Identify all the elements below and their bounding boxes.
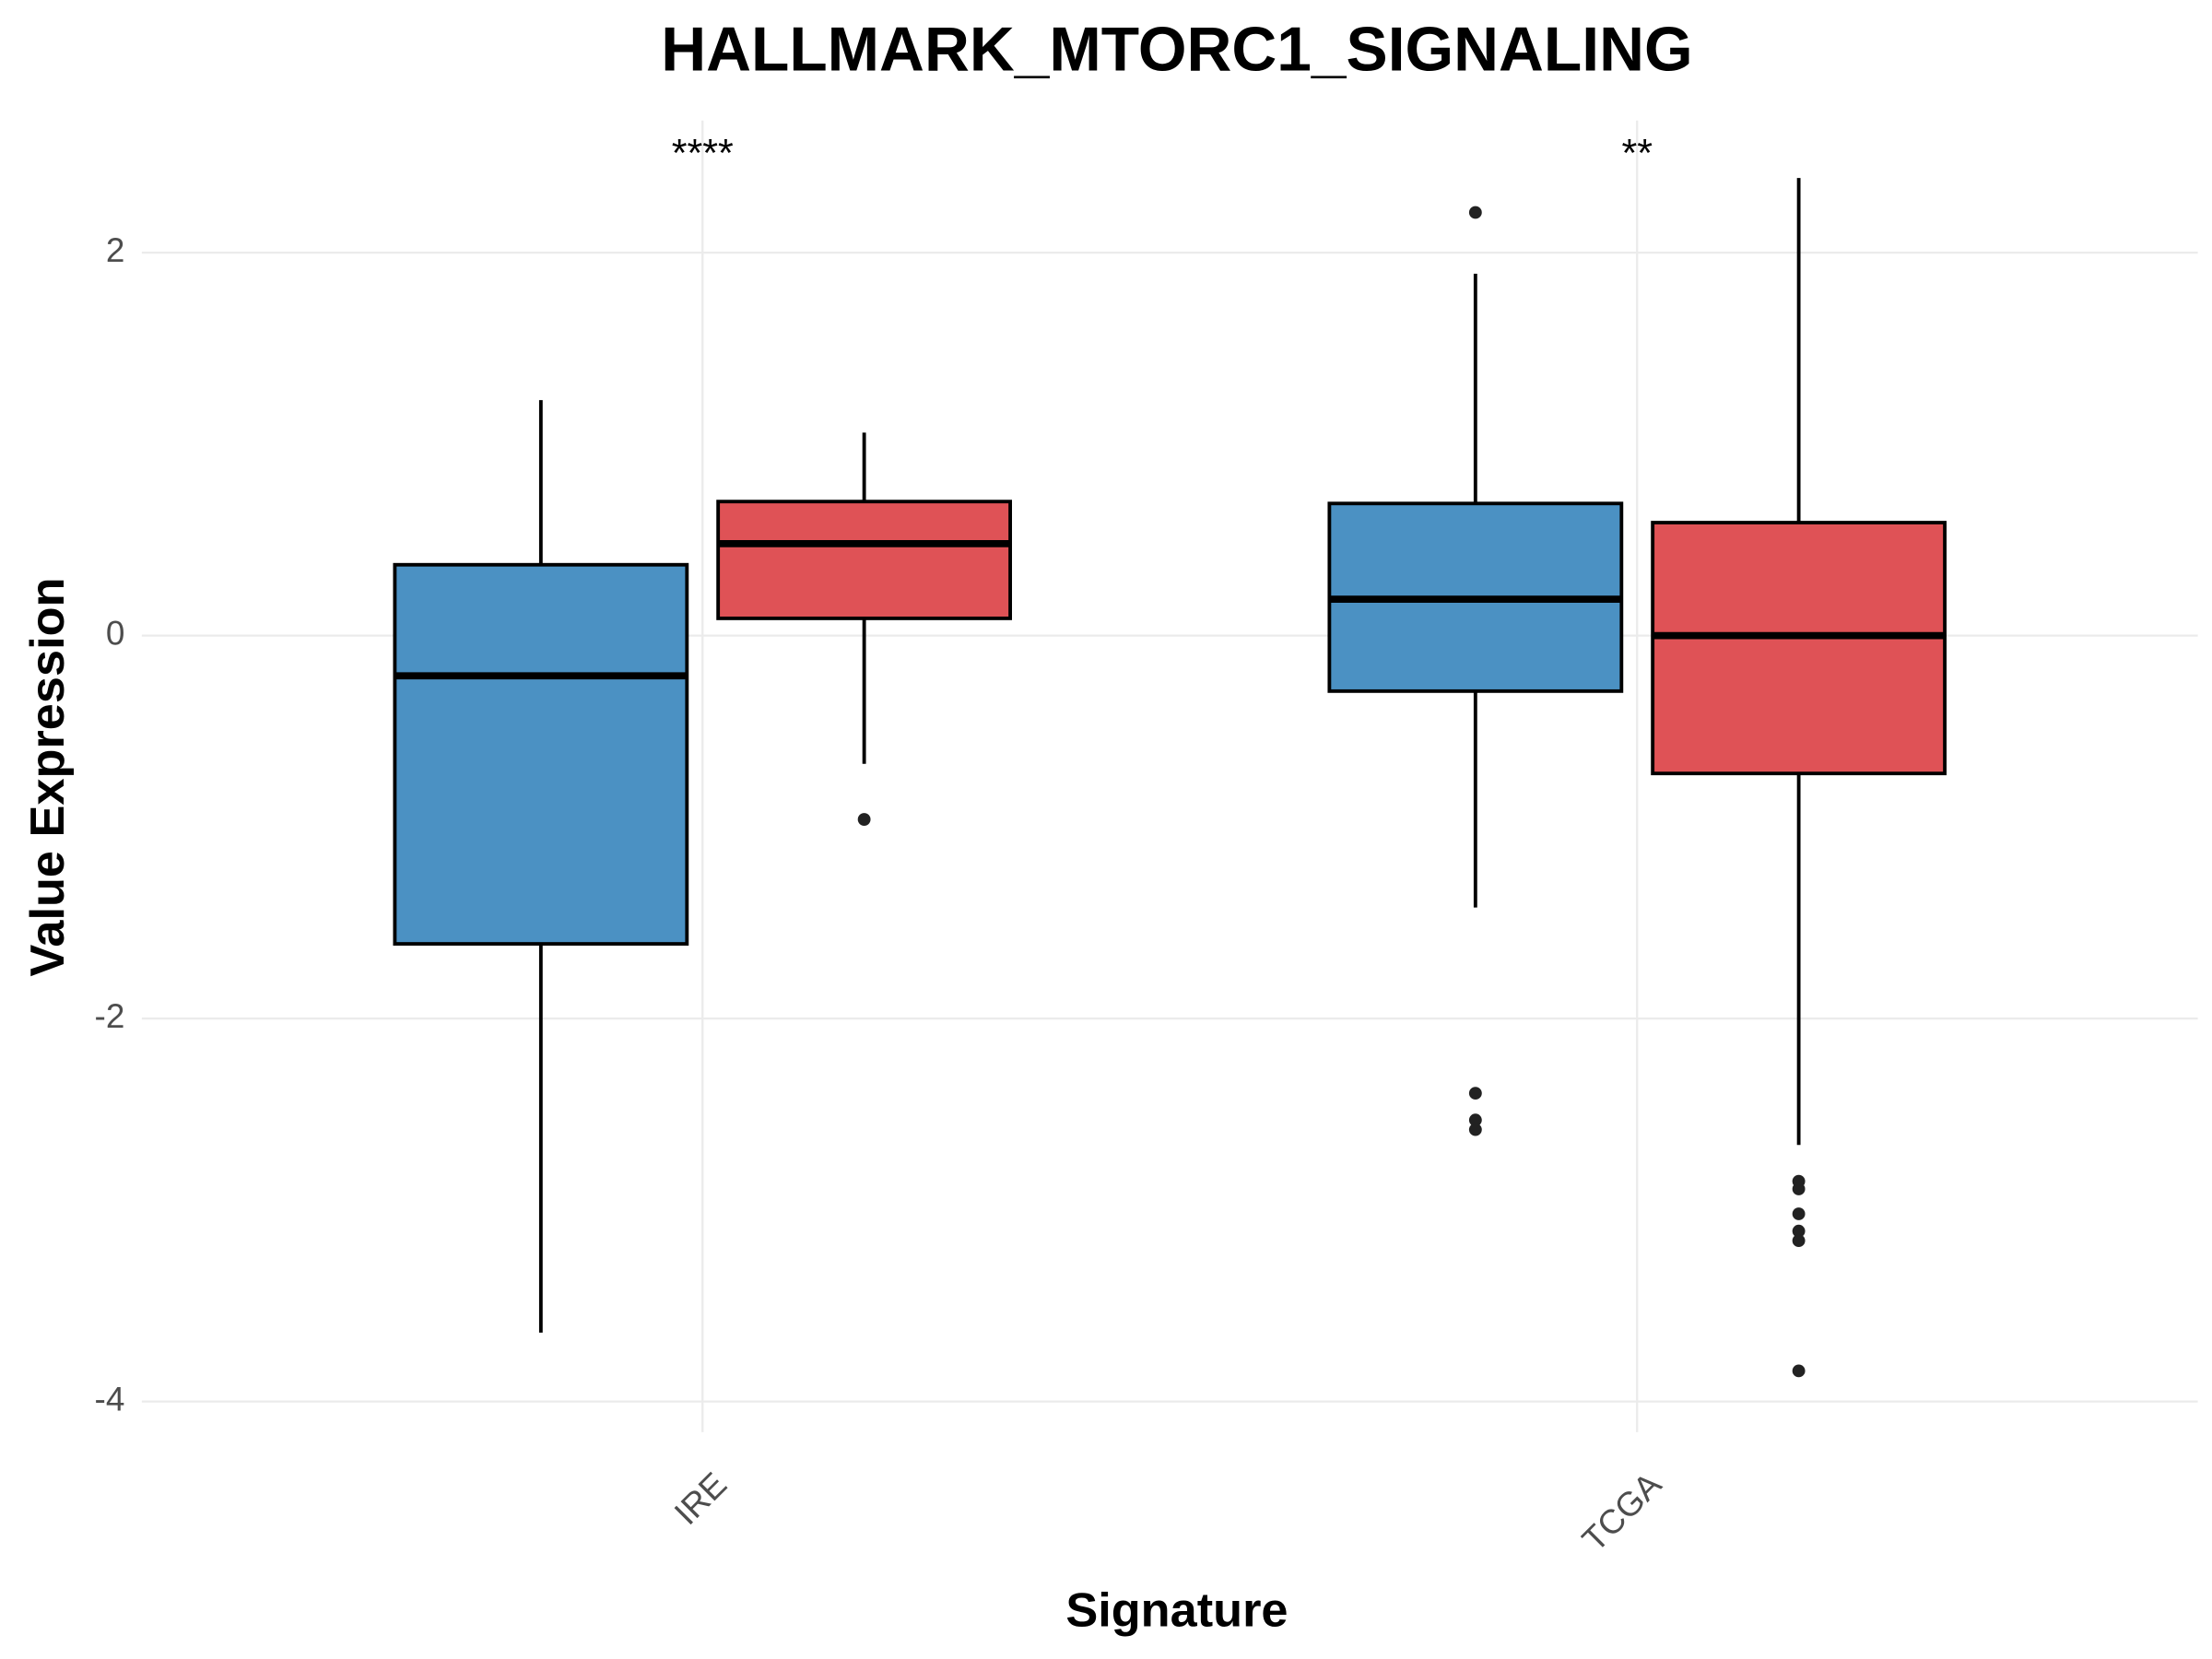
y-tick-label: 0 bbox=[106, 614, 125, 652]
y-tick-label: -2 bbox=[95, 997, 125, 1035]
plot-area: -4 -2 0 2 IRE **** TCGA ** bbox=[95, 120, 2198, 1559]
outlier bbox=[1792, 1182, 1806, 1195]
outlier bbox=[1792, 1364, 1806, 1378]
outlier bbox=[1792, 1234, 1806, 1248]
outlier bbox=[1468, 1087, 1482, 1100]
outlier bbox=[1468, 1113, 1482, 1127]
significance-label: ** bbox=[1621, 132, 1653, 176]
chart-title: HALLMARK_MTORC1_SIGNALING bbox=[661, 15, 1692, 84]
y-tick-label: -4 bbox=[95, 1380, 125, 1418]
box bbox=[716, 500, 1013, 620]
significance-label: **** bbox=[672, 132, 734, 176]
x-tick-label: TCGA bbox=[1575, 1465, 1669, 1559]
y-axis-label: Value Expression bbox=[21, 578, 75, 977]
outlier bbox=[1792, 1207, 1806, 1220]
outlier bbox=[857, 813, 871, 826]
box bbox=[1651, 521, 1947, 776]
y-tick-label: 2 bbox=[106, 231, 125, 269]
outlier bbox=[1792, 1224, 1806, 1238]
x-axis-label: Signature bbox=[1065, 1584, 1288, 1638]
outlier bbox=[1468, 1123, 1482, 1136]
box bbox=[393, 562, 689, 947]
x-tick-label: IRE bbox=[667, 1465, 735, 1533]
outlier bbox=[1468, 206, 1482, 219]
